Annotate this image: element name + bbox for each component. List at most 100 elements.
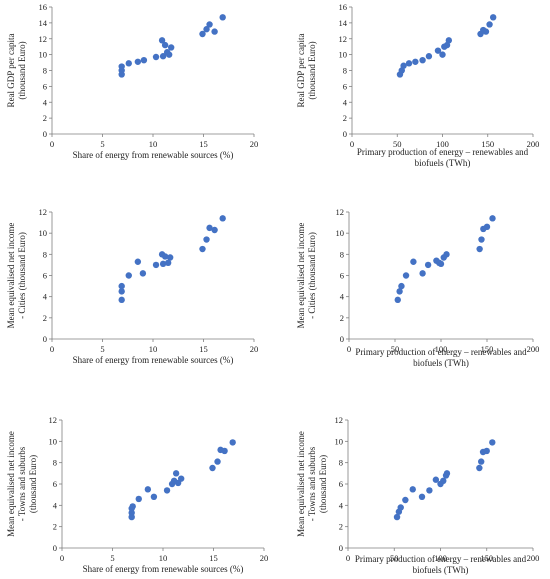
x-tick-label: 200 bbox=[527, 344, 540, 354]
y-tick-label: 12 bbox=[339, 34, 348, 44]
x-tick-label: 10 bbox=[149, 139, 158, 149]
y-axis-label: Mean equivalised net income bbox=[6, 223, 16, 329]
data-point bbox=[412, 58, 419, 65]
y-tick-label: 6 bbox=[343, 81, 347, 91]
x-axis-label: Share of energy from renewable sources (… bbox=[73, 355, 234, 365]
data-point bbox=[172, 470, 180, 477]
y-tick-label: 10 bbox=[39, 50, 48, 60]
x-tick-label: 150 bbox=[480, 553, 493, 563]
data-point bbox=[443, 251, 450, 258]
x-tick-label: 100 bbox=[436, 139, 449, 149]
data-point bbox=[394, 296, 401, 304]
y-axis-label: - Towns and suburbs bbox=[307, 446, 317, 521]
y-tick-label: 8 bbox=[340, 249, 344, 259]
x-tick-label: 15 bbox=[199, 139, 208, 149]
y-tick-label: 2 bbox=[343, 113, 347, 123]
data-point bbox=[398, 282, 405, 290]
data-point bbox=[410, 258, 417, 265]
data-point bbox=[140, 56, 148, 64]
y-axis-label: (thousand Euro) bbox=[28, 455, 38, 513]
y-tick-label: 10 bbox=[339, 50, 348, 60]
y-tick-label: 4 bbox=[43, 97, 48, 107]
data-point bbox=[163, 487, 171, 494]
y-axis-label: - Cities (thousand Euro) bbox=[307, 232, 317, 319]
data-point bbox=[211, 226, 218, 234]
data-point bbox=[426, 487, 433, 494]
data-point bbox=[483, 447, 490, 455]
y-tick-label: 14 bbox=[39, 18, 48, 28]
data-point bbox=[135, 495, 142, 503]
y-tick-label: 6 bbox=[340, 271, 344, 281]
data-point bbox=[134, 258, 142, 265]
data-point bbox=[489, 215, 496, 222]
data-point bbox=[203, 236, 210, 243]
data-point bbox=[434, 47, 442, 54]
data-point bbox=[400, 62, 407, 69]
x-tick-label: 50 bbox=[391, 344, 400, 354]
y-tick-label: 10 bbox=[39, 228, 48, 238]
x-axis-label: biofuels (TWh) bbox=[413, 565, 469, 575]
data-point bbox=[125, 272, 132, 279]
y-tick-label: 6 bbox=[43, 271, 47, 281]
y-axis-label: Real GDP per capita bbox=[296, 34, 306, 108]
x-tick-label: 5 bbox=[100, 139, 104, 149]
data-point bbox=[439, 51, 446, 58]
data-point bbox=[483, 223, 491, 231]
x-tick-label: 20 bbox=[250, 344, 259, 354]
data-point bbox=[165, 51, 173, 58]
x-tick-label: 15 bbox=[209, 553, 218, 563]
y-tick-label: 2 bbox=[43, 113, 47, 123]
data-point bbox=[476, 464, 483, 472]
x-axis-label: biofuels (TWh) bbox=[413, 358, 469, 368]
x-tick-label: 0 bbox=[346, 553, 350, 563]
data-point bbox=[409, 486, 416, 493]
y-tick-label: 12 bbox=[39, 207, 48, 217]
y-axis-label: (thousand Euro) bbox=[17, 41, 27, 99]
data-point bbox=[437, 260, 445, 268]
data-point bbox=[211, 28, 218, 35]
data-point bbox=[402, 496, 409, 504]
panel-towns-share: 0 2 4 6 8 10 12 0 5 10 15 20 Share of energy from re… bbox=[6, 415, 268, 574]
data-point bbox=[118, 296, 125, 304]
x-axis-label: Primary production of energy – renewable… bbox=[355, 347, 527, 357]
data-point bbox=[206, 21, 213, 28]
data-point bbox=[159, 53, 167, 60]
data-point bbox=[118, 63, 125, 70]
data-point bbox=[397, 504, 404, 511]
data-point bbox=[125, 60, 132, 67]
data-point bbox=[214, 458, 221, 465]
data-point bbox=[152, 261, 160, 269]
x-tick-label: 0 bbox=[50, 139, 54, 149]
y-axis-label: Mean equivalised net income bbox=[6, 431, 16, 537]
x-tick-label: 150 bbox=[481, 139, 494, 149]
data-point bbox=[159, 260, 167, 268]
y-tick-label: 14 bbox=[339, 18, 348, 28]
data-point bbox=[402, 272, 410, 279]
y-tick-label: 12 bbox=[336, 207, 345, 217]
data-point bbox=[489, 439, 496, 446]
y-tick-label: 10 bbox=[336, 228, 345, 238]
data-point bbox=[118, 282, 125, 290]
data-point bbox=[489, 14, 497, 21]
data-point bbox=[443, 470, 451, 477]
x-tick-label: 5 bbox=[110, 553, 114, 563]
data-point bbox=[152, 53, 160, 61]
data-point bbox=[219, 14, 226, 21]
x-tick-label: 50 bbox=[393, 139, 402, 149]
x-axis-label: biofuels (TWh) bbox=[415, 158, 471, 168]
data-point bbox=[150, 493, 158, 500]
data-point bbox=[129, 503, 136, 510]
y-axis-label: Real GDP per capita bbox=[6, 34, 16, 108]
data-point bbox=[209, 464, 216, 472]
y-tick-label: 8 bbox=[343, 66, 347, 76]
x-tick-label: 100 bbox=[435, 344, 448, 354]
y-tick-label: 0 bbox=[339, 543, 343, 553]
x-tick-label: 100 bbox=[434, 553, 447, 563]
x-tick-label: 10 bbox=[149, 344, 158, 354]
x-tick-label: 0 bbox=[347, 344, 351, 354]
data-point bbox=[134, 58, 142, 65]
y-tick-label: 0 bbox=[43, 334, 47, 344]
x-axis-label: Primary production of energy – renewable… bbox=[357, 147, 529, 157]
data-point bbox=[419, 56, 426, 64]
